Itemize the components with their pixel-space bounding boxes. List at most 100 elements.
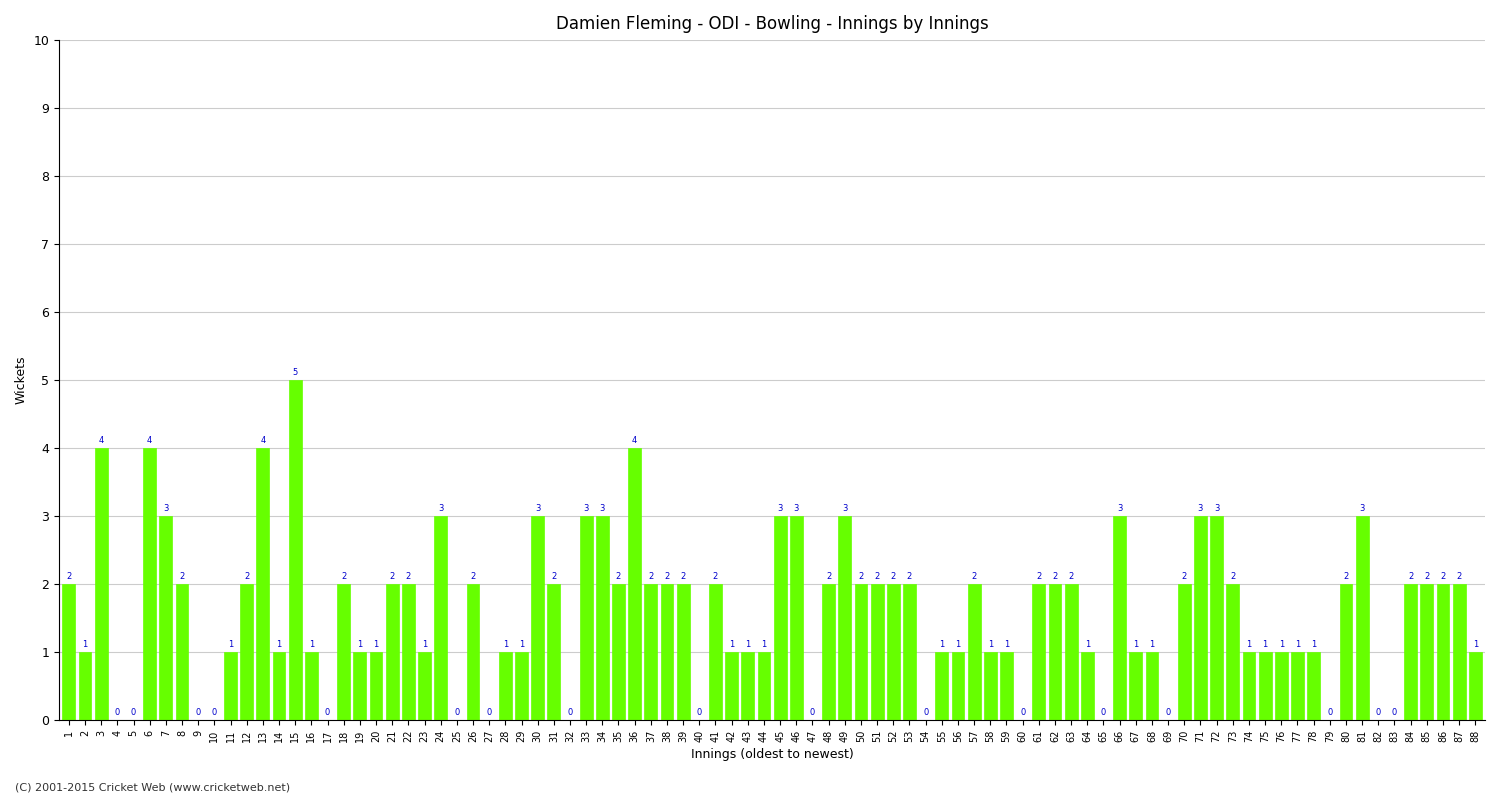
Text: 1: 1 <box>1263 640 1268 649</box>
Bar <box>1032 584 1046 720</box>
X-axis label: Innings (oldest to newest): Innings (oldest to newest) <box>690 748 853 761</box>
Text: 3: 3 <box>1198 504 1203 513</box>
Text: 1: 1 <box>939 640 945 649</box>
Text: 2: 2 <box>1182 572 1186 581</box>
Bar <box>1306 652 1320 720</box>
Text: 2: 2 <box>180 572 184 581</box>
Text: 0: 0 <box>486 708 492 717</box>
Text: 1: 1 <box>357 640 363 649</box>
Bar <box>142 448 156 720</box>
Bar <box>78 652 92 720</box>
Text: 0: 0 <box>454 708 459 717</box>
Bar <box>1227 584 1239 720</box>
Bar <box>433 516 447 720</box>
Text: 0: 0 <box>211 708 217 717</box>
Text: 0: 0 <box>1166 708 1172 717</box>
Text: 2: 2 <box>244 572 249 581</box>
Text: 3: 3 <box>1118 504 1122 513</box>
Bar <box>936 652 948 720</box>
Bar <box>596 516 609 720</box>
Bar <box>514 652 528 720</box>
Bar <box>1275 652 1288 720</box>
Text: 0: 0 <box>1392 708 1396 717</box>
Y-axis label: Wickets: Wickets <box>15 356 28 405</box>
Text: 3: 3 <box>164 504 168 513</box>
Bar <box>240 584 254 720</box>
Bar <box>1292 652 1304 720</box>
Text: 2: 2 <box>858 572 864 581</box>
Bar <box>1048 584 1062 720</box>
Text: 0: 0 <box>922 708 928 717</box>
Text: 2: 2 <box>471 572 476 581</box>
Bar <box>579 516 592 720</box>
Text: 2: 2 <box>874 572 880 581</box>
Text: 3: 3 <box>584 504 590 513</box>
Text: 1: 1 <box>762 640 766 649</box>
Bar <box>1113 516 1126 720</box>
Text: 1: 1 <box>1473 640 1478 649</box>
Bar <box>1452 584 1466 720</box>
Text: 1: 1 <box>422 640 428 649</box>
Text: 1: 1 <box>729 640 735 649</box>
Bar <box>741 652 754 720</box>
Bar <box>1194 516 1208 720</box>
Title: Damien Fleming - ODI - Bowling - Innings by Innings: Damien Fleming - ODI - Bowling - Innings… <box>555 15 988 33</box>
Bar <box>855 584 867 720</box>
Bar <box>758 652 771 720</box>
Text: 2: 2 <box>616 572 621 581</box>
Text: 3: 3 <box>1359 504 1365 513</box>
Bar <box>1130 652 1143 720</box>
Text: 4: 4 <box>147 436 153 445</box>
Bar <box>338 584 350 720</box>
Text: 0: 0 <box>567 708 573 717</box>
Text: 2: 2 <box>1456 572 1462 581</box>
Bar <box>63 584 75 720</box>
Text: 1: 1 <box>276 640 282 649</box>
Bar <box>724 652 738 720</box>
Text: 2: 2 <box>827 572 831 581</box>
Text: 0: 0 <box>1020 708 1026 717</box>
Text: 2: 2 <box>1053 572 1058 581</box>
Text: 3: 3 <box>1214 504 1219 513</box>
Bar <box>628 448 640 720</box>
Bar <box>984 652 998 720</box>
Bar <box>1258 652 1272 720</box>
Bar <box>870 584 883 720</box>
Text: 4: 4 <box>260 436 266 445</box>
Text: 1: 1 <box>503 640 509 649</box>
Text: 2: 2 <box>550 572 556 581</box>
Bar <box>612 584 626 720</box>
Text: 1: 1 <box>309 640 314 649</box>
Bar <box>1356 516 1368 720</box>
Bar <box>304 652 318 720</box>
Text: 2: 2 <box>1440 572 1446 581</box>
Bar <box>1404 584 1417 720</box>
Text: 3: 3 <box>794 504 800 513</box>
Bar <box>676 584 690 720</box>
Text: 1: 1 <box>1149 640 1155 649</box>
Text: 2: 2 <box>1230 572 1236 581</box>
Bar <box>839 516 852 720</box>
Text: 1: 1 <box>1246 640 1251 649</box>
Bar <box>419 652 430 720</box>
Text: (C) 2001-2015 Cricket Web (www.cricketweb.net): (C) 2001-2015 Cricket Web (www.cricketwe… <box>15 782 290 792</box>
Bar <box>402 584 416 720</box>
Text: 2: 2 <box>648 572 654 581</box>
Text: 2: 2 <box>390 572 394 581</box>
Text: 1: 1 <box>1084 640 1090 649</box>
Bar <box>273 652 285 720</box>
Text: 2: 2 <box>972 572 976 581</box>
Text: 2: 2 <box>681 572 686 581</box>
Text: 1: 1 <box>746 640 750 649</box>
Bar <box>176 584 189 720</box>
Bar <box>548 584 561 720</box>
Text: 2: 2 <box>712 572 718 581</box>
Text: 4: 4 <box>632 436 638 445</box>
Text: 1: 1 <box>1278 640 1284 649</box>
Text: 2: 2 <box>66 572 72 581</box>
Text: 3: 3 <box>600 504 604 513</box>
Bar <box>1468 652 1482 720</box>
Text: 2: 2 <box>340 572 346 581</box>
Text: 1: 1 <box>1004 640 1010 649</box>
Bar <box>968 584 981 720</box>
